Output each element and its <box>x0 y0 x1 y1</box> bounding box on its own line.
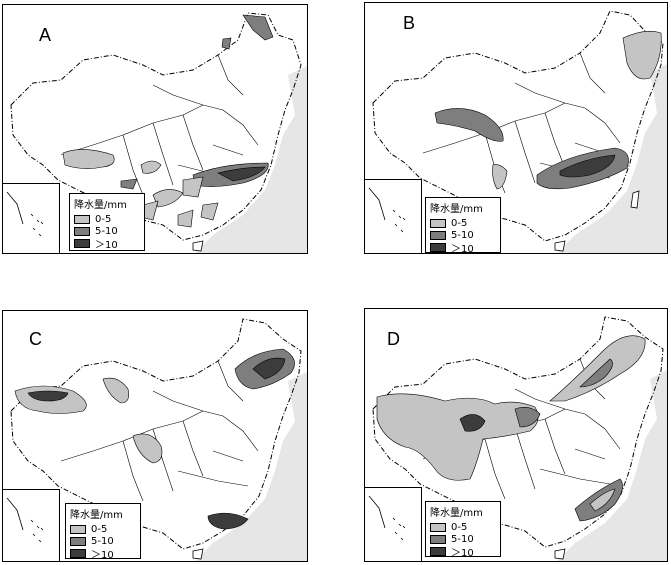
rain-zone-c-7 <box>207 512 249 530</box>
rain-zone-d-3 <box>514 407 541 428</box>
hainan-island <box>554 240 566 252</box>
taiwan-island <box>630 190 640 209</box>
legend-item: 0-5 <box>430 217 496 229</box>
legend-swatch-medium <box>70 536 86 546</box>
china-border <box>372 10 664 242</box>
rain-zone-a-2 <box>140 160 162 174</box>
china-border <box>10 12 302 241</box>
legend-item: ＞10 <box>74 237 140 251</box>
china-border <box>372 316 664 548</box>
legend-label: 0-5 <box>451 521 468 533</box>
legend-swatch-light <box>74 214 90 224</box>
map-panel-d: D 降水量/mm 0-5 5-10 ＞10 <box>364 308 668 562</box>
legend-label: ＞10 <box>95 239 118 251</box>
legend-item: 5-10 <box>74 225 140 237</box>
rain-zone-b-5 <box>559 154 616 178</box>
rain-zone-d-7 <box>589 488 616 512</box>
rain-zone-d-4 <box>549 335 646 402</box>
legend-label: ＞10 <box>451 547 474 559</box>
legend-label: 5-10 <box>451 229 474 241</box>
map-d-svg <box>372 316 667 561</box>
rain-zone-a-10 <box>182 176 204 198</box>
rain-zone-a-7 <box>120 178 138 190</box>
rain-zone-b-3 <box>492 164 508 190</box>
map-c-svg <box>10 318 307 561</box>
rain-zone-d-1 <box>376 393 539 481</box>
rain-zone-a-6 <box>217 166 266 182</box>
legend-swatch-medium <box>430 230 446 240</box>
rain-zone-c-4 <box>132 433 163 464</box>
legend-b: 降水量/mm 0-5 5-10 ＞10 <box>425 197 501 253</box>
hainan-island <box>554 548 566 560</box>
legend-title: 降水量/mm <box>74 200 127 211</box>
legend-swatch-dark <box>430 546 446 556</box>
legend-swatch-dark <box>74 238 90 248</box>
legend-swatch-dark <box>430 242 446 252</box>
panel-label-c: C <box>29 329 42 349</box>
hainan-island <box>192 240 204 252</box>
legend-label: ＞10 <box>91 549 114 561</box>
china-border <box>10 318 302 550</box>
legend-a: 降水量/mm 0-5 5-10 ＞10 <box>69 193 145 251</box>
legend-swatch-dark <box>70 548 86 558</box>
province-lines <box>60 360 259 502</box>
map-a-svg <box>10 12 307 253</box>
legend-title: 降水量/mm <box>430 204 483 215</box>
panel-label-b: B <box>403 13 416 33</box>
legend-label: 0-5 <box>451 217 468 229</box>
legend-label: 0-5 <box>95 213 112 225</box>
legend-c: 降水量/mm 0-5 5-10 ＞10 <box>65 503 141 561</box>
legend-item: 0-5 <box>74 213 140 225</box>
map-panel-a: A 降水量/mm 0-5 5-10 ＞10 <box>2 4 308 254</box>
rain-zone-c-6 <box>252 357 286 380</box>
legend-label: 5-10 <box>91 535 114 547</box>
rain-zone-a-12 <box>177 209 194 228</box>
map-b-svg <box>372 10 667 253</box>
rain-zone-a-8 <box>152 189 184 208</box>
hainan-island <box>192 548 204 560</box>
legend-item: 0-5 <box>430 521 496 533</box>
rain-zone-a-4 <box>221 37 232 50</box>
map-panel-c: C 降水量/mm 0-5 5-10 ＞10 <box>2 310 308 562</box>
rain-zone-a-1 <box>62 149 115 169</box>
legend-item: 5-10 <box>430 533 496 545</box>
legend-item: ＞10 <box>430 545 496 559</box>
legend-d: 降水量/mm 0-5 5-10 ＞10 <box>425 501 501 559</box>
rain-zone-c-3 <box>102 377 129 404</box>
legend-swatch-medium <box>74 226 90 236</box>
south-china-sea-inset <box>365 179 422 253</box>
rain-zone-b-2 <box>434 108 504 142</box>
legend-label: 0-5 <box>91 523 108 535</box>
legend-label: ＞10 <box>451 243 474 254</box>
legend-label: 5-10 <box>451 533 474 545</box>
legend-item: 0-5 <box>70 523 136 535</box>
south-china-sea-inset <box>3 489 60 561</box>
legend-swatch-light <box>70 524 86 534</box>
rain-zone-c-2 <box>27 390 69 402</box>
rain-zone-d-5 <box>579 358 613 388</box>
map-panel-b: B 降水量/mm 0-5 5-10 ＞10 <box>364 2 668 254</box>
panel-label-d: D <box>387 329 400 349</box>
legend-title: 降水量/mm <box>430 508 483 519</box>
rain-zone-b-1 <box>622 31 662 80</box>
legend-label: 5-10 <box>95 225 118 237</box>
legend-swatch-light <box>430 522 446 532</box>
legend-title: 降水量/mm <box>70 510 123 521</box>
legend-swatch-light <box>430 218 446 228</box>
panel-label-a: A <box>39 25 52 45</box>
legend-item: 5-10 <box>430 229 496 241</box>
rain-zone-a-11 <box>200 202 219 221</box>
south-china-sea-inset <box>365 487 422 561</box>
legend-item: ＞10 <box>430 241 496 253</box>
legend-item: ＞10 <box>70 547 136 561</box>
rain-zone-d-2 <box>459 414 486 432</box>
legend-swatch-medium <box>430 534 446 544</box>
rain-zone-a-3 <box>242 14 274 41</box>
legend-item: 5-10 <box>70 535 136 547</box>
south-china-sea-inset <box>3 183 60 253</box>
